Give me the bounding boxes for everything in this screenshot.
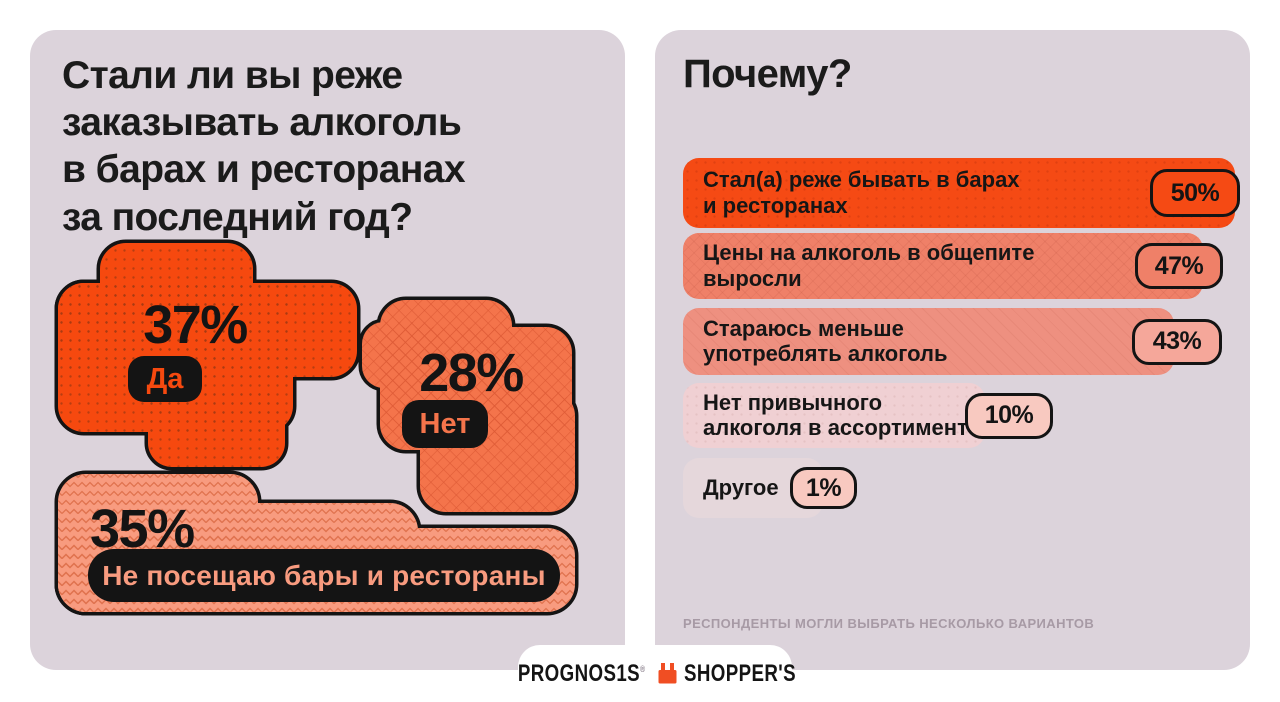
shopper-bag-icon — [658, 663, 677, 684]
no-pill: Нет — [402, 400, 488, 448]
bar-row-no-usual-alcohol: Нет привычного алкоголя в ассортименте 1… — [683, 383, 1243, 448]
prognosis-logo: PROGNOS1S® — [518, 659, 646, 687]
yes-pill: Да — [128, 356, 202, 402]
bar-row-prices-up: Цены на алкоголь в общепите выросли 47% — [683, 233, 1243, 299]
bar-row-other: Другое 1% — [683, 458, 1243, 518]
bar-fill: Цены на алкоголь в общепите выросли — [683, 233, 1203, 299]
bar-fill: Нет привычного алкоголя в ассортименте — [683, 383, 985, 448]
registered-mark: ® — [640, 663, 646, 674]
value-badge: 10% — [965, 392, 1053, 439]
bar-row-drink-less: Стараюсь меньше употреблять алкоголь 43% — [683, 308, 1243, 375]
value-badge: 43% — [1132, 318, 1222, 365]
survey-footnote: РЕСПОНДЕНТЫ МОГЛИ ВЫБРАТЬ НЕСКОЛЬКО ВАРИ… — [683, 616, 1095, 631]
bar-label: Другое — [703, 475, 779, 501]
novisit-pill-label: Не посещаю бары и рестораны — [102, 559, 546, 591]
value-badge: 47% — [1135, 243, 1223, 289]
question-title: Стали ли вы реже заказывать алкоголь в б… — [62, 54, 466, 239]
bar-fill: Стараюсь меньше употреблять алкоголь — [683, 308, 1174, 375]
bar-row-less-visits: Стал(а) реже бывать в барах и ресторанах… — [683, 158, 1243, 228]
reasons-bar-chart: Стал(а) реже бывать в барах и ресторанах… — [683, 158, 1243, 518]
shoppers-logo: SHOPPER'S — [684, 659, 797, 687]
bar-label: Стал(а) реже бывать в барах и ресторанах — [703, 167, 1020, 218]
bar-fill: Стал(а) реже бывать в барах и ресторанах — [683, 158, 1235, 228]
left-panel: Стали ли вы реже заказывать алкоголь в б… — [30, 30, 625, 670]
no-pill-label: Нет — [419, 407, 471, 440]
yes-pill-label: Да — [146, 362, 184, 395]
bar-label: Цены на алкоголь в общепите выросли — [703, 240, 1035, 291]
yes-value: 37% — [143, 295, 248, 355]
no-value: 28% — [419, 343, 524, 403]
footer-brandbar: PROGNOS1S® SHOPPER'S — [518, 645, 796, 702]
novisit-pill: Не посещаю бары и рестораны — [88, 549, 560, 602]
value-badge: 1% — [790, 467, 857, 509]
bar-label: Нет привычного алкоголя в ассортименте — [703, 389, 981, 441]
right-panel: Почему? Стал(а) реже бывать в барах и ре… — [655, 30, 1250, 670]
value-badge: 50% — [1150, 169, 1240, 217]
bar-label: Стараюсь меньше употреблять алкоголь — [703, 315, 948, 367]
why-title: Почему? — [683, 52, 852, 96]
